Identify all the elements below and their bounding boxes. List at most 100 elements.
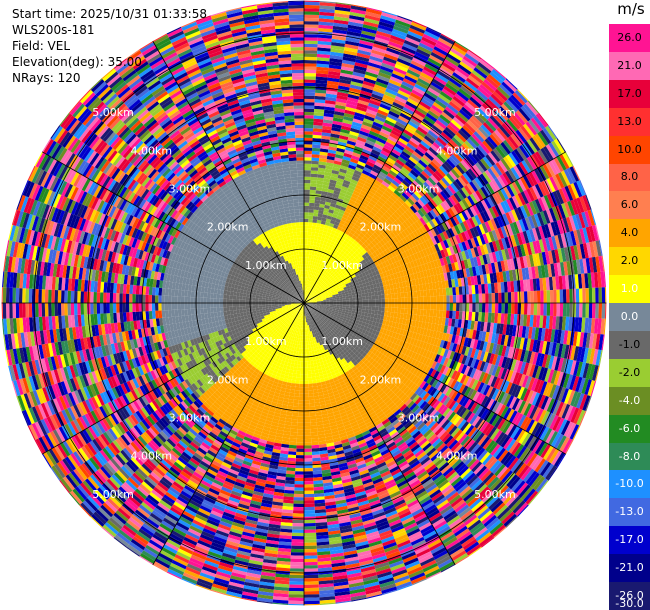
velocity-gate bbox=[311, 264, 315, 269]
velocity-gate bbox=[316, 239, 321, 244]
velocity-gate bbox=[434, 99, 447, 110]
velocity-gate bbox=[370, 313, 375, 318]
velocity-gate bbox=[321, 276, 325, 281]
velocity-gate bbox=[318, 278, 322, 283]
velocity-gate bbox=[336, 299, 340, 302]
velocity-gate bbox=[350, 127, 361, 134]
velocity-gate bbox=[342, 214, 349, 220]
velocity-gate bbox=[323, 266, 327, 271]
velocity-gate bbox=[540, 290, 544, 303]
velocity-gate bbox=[432, 309, 437, 317]
velocity-gate bbox=[376, 188, 384, 196]
velocity-gate bbox=[384, 303, 389, 308]
velocity-gate bbox=[330, 259, 335, 264]
velocity-gate bbox=[313, 206, 320, 211]
velocity-gate bbox=[350, 218, 357, 225]
velocity-gate bbox=[353, 65, 367, 72]
velocity-gate bbox=[398, 115, 410, 124]
velocity-gate bbox=[313, 212, 319, 217]
velocity-gate bbox=[329, 202, 337, 208]
velocity-gate bbox=[304, 157, 312, 161]
velocity-gate bbox=[409, 92, 423, 101]
velocity-gate bbox=[453, 69, 468, 81]
velocity-gate bbox=[334, 187, 342, 193]
velocity-gate bbox=[329, 243, 334, 249]
velocity-gate bbox=[364, 115, 375, 122]
velocity-gate bbox=[304, 40, 318, 45]
velocity-gate bbox=[344, 46, 358, 53]
velocity-gate bbox=[325, 162, 334, 167]
velocity-gate bbox=[369, 130, 380, 138]
velocity-gate bbox=[304, 179, 311, 184]
velocity-gate bbox=[416, 48, 431, 58]
velocity-gate bbox=[527, 303, 531, 315]
velocity-gate bbox=[320, 257, 324, 262]
velocity-gate bbox=[350, 81, 363, 88]
velocity-gate bbox=[363, 196, 372, 203]
velocity-gate bbox=[328, 70, 341, 76]
velocity-gate bbox=[337, 85, 350, 91]
velocity-gate bbox=[546, 290, 551, 303]
velocity-gate bbox=[358, 216, 365, 222]
velocity-gate bbox=[367, 105, 379, 113]
velocity-gate bbox=[385, 175, 394, 183]
velocity-gate bbox=[313, 255, 317, 260]
velocity-gate bbox=[427, 110, 440, 120]
velocity-gate bbox=[326, 242, 331, 247]
velocity-gate bbox=[336, 226, 343, 231]
velocity-gate bbox=[449, 287, 453, 296]
velocity-gate bbox=[325, 96, 337, 102]
velocity-gate bbox=[389, 37, 404, 46]
velocity-gate bbox=[595, 303, 599, 319]
velocity-gate bbox=[307, 267, 310, 271]
velocity-gate bbox=[331, 38, 346, 44]
velocity-gate bbox=[345, 298, 350, 301]
velocity-gate bbox=[384, 311, 388, 317]
velocity-gate bbox=[383, 190, 392, 198]
velocity-gate bbox=[304, 293, 306, 297]
velocity-gate bbox=[318, 161, 327, 166]
velocity-gate bbox=[344, 208, 352, 214]
velocity-gate bbox=[373, 164, 382, 172]
velocity-gate bbox=[326, 155, 335, 161]
velocity-gate bbox=[308, 287, 311, 292]
velocity-gate bbox=[388, 154, 398, 162]
velocity-gate bbox=[305, 290, 307, 294]
velocity-gate bbox=[423, 296, 428, 303]
velocity-gate bbox=[340, 250, 345, 256]
velocity-gate bbox=[310, 176, 318, 181]
velocity-gate bbox=[308, 205, 315, 210]
velocity-gate bbox=[475, 303, 479, 313]
velocity-gate bbox=[468, 285, 473, 295]
velocity-gate bbox=[390, 129, 402, 138]
velocity-gate bbox=[357, 160, 366, 167]
velocity-gate bbox=[318, 274, 322, 279]
velocity-gate bbox=[313, 275, 316, 280]
velocity-gate bbox=[307, 294, 310, 298]
velocity-gate bbox=[414, 51, 430, 61]
velocity-gate bbox=[316, 60, 330, 65]
velocity-gate bbox=[384, 91, 397, 99]
velocity-gate bbox=[349, 130, 360, 137]
velocity-gate bbox=[588, 287, 593, 303]
velocity-gate bbox=[342, 225, 348, 231]
velocity-gate bbox=[318, 246, 323, 251]
velocity-gate bbox=[304, 296, 306, 300]
velocity-gate bbox=[310, 268, 314, 272]
velocity-gate bbox=[305, 267, 308, 271]
velocity-gate bbox=[413, 308, 418, 315]
velocity-gate bbox=[349, 210, 356, 217]
velocity-gate bbox=[304, 111, 315, 116]
velocity-gate bbox=[348, 18, 364, 25]
velocity-gate bbox=[423, 290, 427, 297]
velocity-gate bbox=[390, 312, 395, 318]
velocity-gate bbox=[388, 79, 402, 87]
velocity-gate bbox=[327, 74, 340, 79]
velocity-gate bbox=[377, 290, 382, 296]
velocity-gate bbox=[352, 305, 356, 309]
velocity-gate bbox=[374, 191, 383, 199]
velocity-gate bbox=[598, 303, 603, 319]
velocity-gate bbox=[330, 240, 335, 246]
velocity-gate bbox=[369, 199, 377, 207]
velocity-gate bbox=[362, 296, 366, 300]
